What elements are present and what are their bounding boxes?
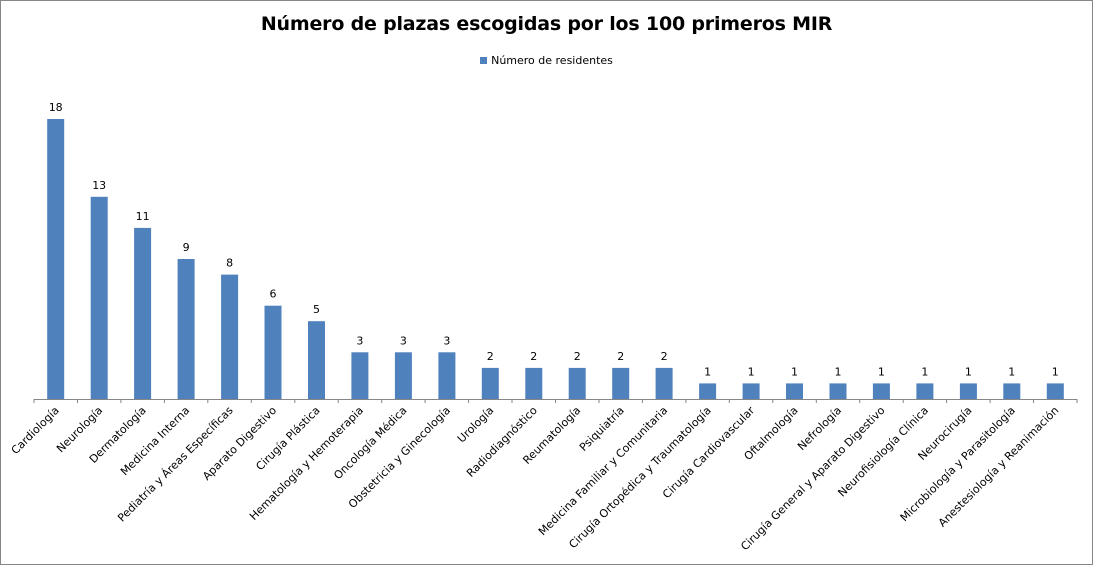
bar [742,383,760,399]
bar [916,383,934,399]
bar [959,383,977,399]
data-label: 1 [835,365,842,378]
bar [612,367,630,399]
data-label: 1 [791,365,798,378]
data-label: 2 [530,350,537,363]
bar [786,383,803,399]
data-label: 1 [1008,365,1015,378]
data-label: 18 [49,101,63,114]
data-label: 2 [661,350,668,363]
data-label: 2 [487,350,494,363]
data-label: 2 [574,350,581,363]
data-label: 3 [356,334,363,347]
bar [568,367,586,399]
bar [655,367,673,399]
bar [1046,383,1064,399]
data-label: 1 [1052,365,1059,378]
bar [394,352,412,399]
data-label: 2 [617,350,624,363]
data-label: 13 [92,179,106,192]
bar [699,383,717,399]
bar [872,383,890,399]
x-tick-label: Aparato Digestivo [200,404,279,483]
x-tick-label: Urología [455,404,496,445]
data-label: 9 [183,241,190,254]
data-label: 1 [878,365,885,378]
data-label: 3 [400,334,407,347]
bar [829,383,847,399]
data-label: 3 [443,334,450,347]
data-label: 5 [313,303,320,316]
bar [308,321,325,399]
chart-title: Número de plazas escogidas por los 100 p… [260,13,833,35]
legend-swatch [480,57,488,64]
bar [264,305,282,399]
data-label: 6 [270,288,277,301]
legend-label: Número de residentes [491,54,613,67]
bar [1003,383,1021,399]
bar [177,259,195,399]
data-label: 1 [704,365,711,378]
data-label: 8 [226,257,233,270]
data-label: 11 [136,210,150,223]
bar [134,227,152,399]
bar [481,367,499,399]
data-label: 1 [748,365,755,378]
legend: Número de residentes [1,54,1092,67]
x-tick-label: Cardiología [9,404,62,457]
bar [221,274,239,399]
data-label: 1 [921,365,928,378]
x-tick-label: Oncología Médica [331,404,409,482]
bar [525,367,543,399]
bar [90,196,108,399]
data-label: 1 [965,365,972,378]
bar [351,352,369,399]
bar [438,352,456,399]
bar [47,119,65,399]
